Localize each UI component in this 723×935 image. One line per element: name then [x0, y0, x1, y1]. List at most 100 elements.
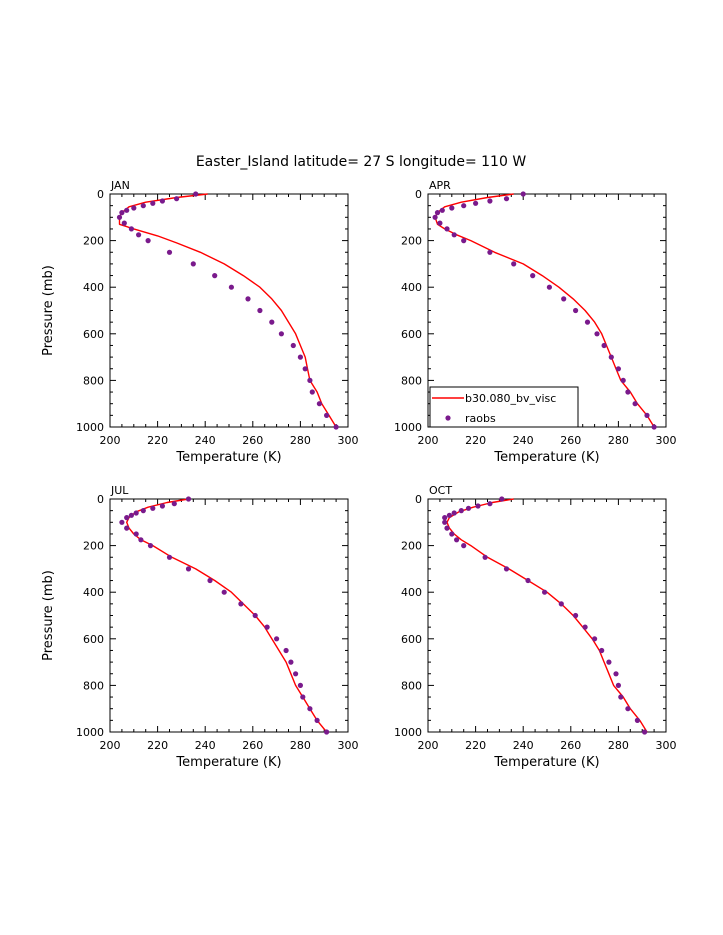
raob-point [642, 729, 648, 735]
x-tick-label: 280 [290, 434, 311, 447]
raob-point [185, 566, 192, 572]
figure-title: Easter_Island latitude= 27 S longitude= … [196, 154, 526, 170]
raob-point [475, 503, 481, 509]
x-tick-label: 260 [242, 434, 263, 447]
raob-point [594, 331, 600, 337]
y-tick-label: 0 [97, 188, 104, 201]
raob-point [333, 424, 339, 430]
y-tick-label: 1000 [76, 421, 104, 434]
x-tick-label: 300 [338, 739, 359, 752]
x-tick-label: 200 [418, 739, 439, 752]
raob-point [159, 503, 165, 509]
raob-point [451, 232, 457, 238]
y-tick-label: 400 [401, 586, 422, 599]
x-axis-label: Temperature (K) [493, 450, 599, 465]
raob-point [293, 671, 299, 677]
panel-label: JAN [110, 179, 130, 192]
raob-point [138, 537, 144, 543]
raob-point [121, 220, 127, 226]
raob-point [584, 319, 591, 325]
raob-point [324, 729, 330, 735]
raob-point [503, 566, 510, 572]
x-tick-label: 200 [100, 739, 121, 752]
raob-point [632, 401, 638, 407]
raob-point [128, 226, 134, 232]
x-tick-label: 240 [513, 434, 534, 447]
y-tick-label: 200 [401, 540, 422, 553]
raob-point [465, 505, 472, 511]
panel-jan: JAN 200 220 240 260 280 300 0 200 400 600 800 1000 Te… [41, 179, 359, 465]
raob-point [302, 366, 308, 372]
raob-point [601, 342, 607, 349]
x-tick-label: 280 [608, 434, 629, 447]
raob-point [128, 512, 134, 518]
panel-oct: OCT 200 220 240 260 280 300 0 200 400 600 800 1000 Te… [394, 484, 677, 770]
raob-point [174, 196, 180, 202]
raob-point [615, 682, 622, 689]
raob-point [461, 203, 467, 209]
raob-point [454, 537, 460, 543]
raob-point [449, 205, 455, 211]
raob-point [150, 200, 156, 206]
x-tick-label: 220 [465, 434, 486, 447]
raob-point [599, 647, 605, 654]
legend-model-label: b30.080_bv_visc [465, 392, 556, 405]
raob-point [625, 389, 631, 395]
plot-frame [109, 498, 349, 733]
x-tick-label: 260 [560, 739, 581, 752]
raob-point [193, 191, 199, 197]
x-axis-label: Temperature (K) [493, 755, 599, 770]
raob-point [171, 501, 177, 507]
y-tick-label: 400 [83, 586, 104, 599]
y-tick-label: 200 [401, 235, 422, 248]
raob-point [582, 624, 588, 630]
raob-point [444, 525, 450, 531]
raob-point [608, 354, 614, 360]
x-tick-label: 300 [656, 739, 677, 752]
raob-point [487, 198, 493, 204]
raob-point [625, 706, 631, 712]
x-tick-label: 220 [465, 739, 486, 752]
raob-point [461, 543, 467, 549]
raob-point [573, 307, 579, 314]
raob-point [442, 515, 448, 521]
raob-point [116, 214, 123, 220]
y-axis-label: Pressure (mb) [41, 570, 56, 661]
y-tick-label: 400 [401, 281, 422, 294]
y-tick-label: 200 [83, 540, 104, 553]
raob-point [606, 659, 612, 665]
raob-point [140, 203, 146, 209]
model-line [126, 498, 328, 733]
y-tick-label: 600 [401, 328, 422, 341]
raob-point [269, 319, 275, 325]
y-tick-label: 600 [401, 633, 422, 646]
x-axis-label: Temperature (K) [175, 755, 281, 770]
raob-point [119, 519, 125, 525]
raob-point [307, 706, 313, 712]
raob-point [573, 612, 579, 619]
raob-point [444, 226, 450, 232]
x-tick-label: 240 [195, 739, 216, 752]
raob-point [503, 196, 510, 202]
raob-point [324, 412, 330, 418]
raob-point [451, 510, 457, 516]
raob-point [620, 377, 626, 383]
raob-point [651, 424, 657, 430]
raob-point [119, 210, 125, 216]
raob-point [185, 496, 192, 502]
y-tick-label: 600 [83, 328, 104, 341]
panel-label: OCT [429, 484, 452, 497]
y-tick-label: 0 [415, 493, 422, 506]
y-tick-label: 400 [83, 281, 104, 294]
panel-label: APR [429, 179, 451, 192]
raob-point [252, 612, 258, 619]
raob-point [124, 207, 130, 213]
raob-point [487, 501, 493, 507]
raob-point [561, 296, 567, 302]
raob-point [150, 505, 156, 511]
y-tick-label: 1000 [394, 726, 422, 739]
raob-point [278, 331, 284, 337]
y-tick-label: 800 [83, 374, 104, 387]
raob-point [124, 515, 130, 521]
